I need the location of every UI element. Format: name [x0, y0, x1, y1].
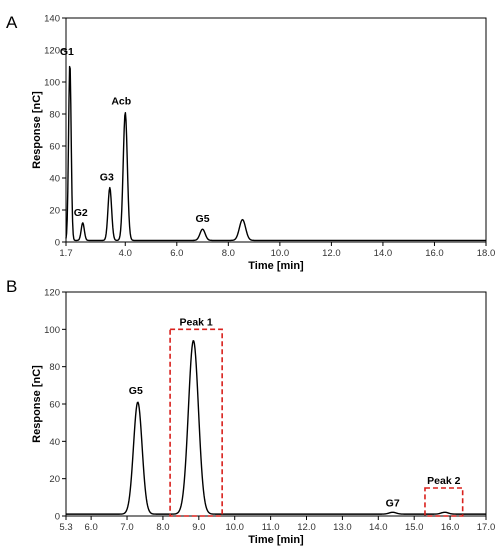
x-tick-label: 7.0 [120, 522, 133, 533]
peak-label: G3 [100, 172, 114, 184]
y-tick-label: 40 [49, 437, 60, 448]
y-tick-label: 60 [49, 142, 60, 153]
y-tick-label: 0 [55, 512, 60, 523]
plot-frame [65, 17, 487, 243]
y-tick-label: 20 [49, 474, 60, 485]
highlight-box [424, 487, 464, 517]
x-tick-label: 12.0 [322, 248, 341, 259]
y-tick-label: 100 [44, 78, 60, 89]
y-tick-label: 80 [49, 362, 60, 373]
peak-label: G5 [129, 385, 143, 397]
chart-panel-A: A 0 20 40 60 80 100 120 140 1.7 4.0 6.0 8.0 10.0 12.0 1… [6, 13, 495, 272]
y-tick-label: 100 [44, 325, 60, 336]
x-tick-label: 10.0 [271, 248, 290, 259]
peak-label: G2 [74, 207, 88, 219]
peak-label: G1 [60, 46, 74, 58]
x-tick-label: 15.0 [405, 522, 424, 533]
x-tick-label: 18.0 [477, 248, 496, 259]
x-tick-label: 9.0 [192, 522, 205, 533]
y-axis-title: Response [nC] [31, 91, 43, 169]
highlight-box [169, 328, 223, 517]
x-tick-label: 6.0 [85, 522, 98, 533]
x-tick-label: 10.0 [225, 522, 244, 533]
y-tick-label: 60 [49, 400, 60, 411]
highlight-box-label: Peak 1 [179, 316, 212, 328]
x-axis-title: Time [min] [248, 260, 304, 272]
peak-label: G5 [196, 213, 210, 225]
y-tick-label: 20 [49, 206, 60, 217]
panel-label: B [6, 277, 17, 296]
x-tick-label: 16.0 [441, 522, 460, 533]
x-tick-label: 13.0 [333, 522, 352, 533]
x-tick-label: 6.0 [170, 248, 183, 259]
x-tick-label: 8.0 [222, 248, 235, 259]
highlight-box-label: Peak 2 [427, 475, 460, 487]
x-tick-label: 12.0 [297, 522, 316, 533]
x-tick-label: 4.0 [119, 248, 132, 259]
x-tick-label: 1.7 [59, 248, 72, 259]
peak-label: Acb [111, 95, 131, 107]
y-tick-label: 140 [44, 14, 60, 25]
x-tick-label: 11.0 [262, 522, 280, 533]
chart-panel-B: B 0 20 40 60 80 100 120 5.3 6.0 7.0 8.0 9.0 10.0 11.0 1… [6, 277, 495, 546]
y-tick-label: 40 [49, 174, 60, 185]
plot-frame [65, 291, 487, 517]
x-tick-label: 16.0 [425, 248, 444, 259]
chromatogram-trace [65, 340, 487, 515]
x-tick-label: 17.0 [477, 522, 496, 533]
y-tick-label: 120 [44, 46, 60, 57]
x-axis-title: Time [min] [248, 534, 304, 546]
x-tick-label: 14.0 [374, 248, 393, 259]
x-tick-label: 5.3 [59, 522, 72, 533]
x-tick-label: 14.0 [369, 522, 388, 533]
panel-label: A [6, 13, 18, 32]
x-tick-label: 8.0 [156, 522, 169, 533]
y-tick-label: 0 [55, 238, 60, 249]
y-axis-title: Response [nC] [31, 365, 43, 443]
y-tick-label: 120 [44, 288, 60, 299]
peak-label: G7 [386, 497, 400, 509]
y-tick-label: 80 [49, 110, 60, 121]
chromatogram-trace [65, 65, 487, 242]
